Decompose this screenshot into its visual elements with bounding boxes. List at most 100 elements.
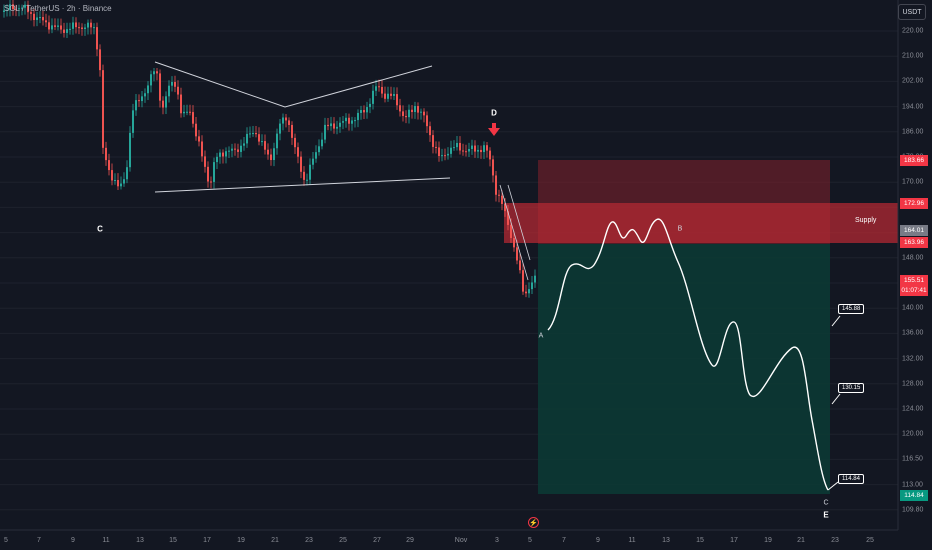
candle-body [453,147,455,149]
symbol-header[interactable]: SOL / TetherUS · 2h · Binance [4,4,112,13]
candle-body [117,180,119,187]
x-tick-label: 11 [628,537,636,544]
candle-body [213,162,215,182]
candle-body [153,71,155,75]
candle-body [282,117,284,124]
x-tick-label: 5 [4,537,8,544]
candle-body [105,147,107,161]
y-tick-label: 202.00 [902,77,924,85]
price-label-target: 114.84 [900,490,928,501]
candle-body [345,117,347,122]
candle-body [459,142,461,151]
y-tick-label: 194.00 [902,103,924,111]
candle-body [369,103,371,108]
candle-body [240,145,242,152]
x-tick-label: 27 [373,537,381,544]
candle-body [393,94,395,96]
y-tick-label: 116.50 [902,455,923,463]
candle-body [408,109,410,118]
candle-body [201,141,203,157]
candle-body [63,29,65,33]
candle-body [306,179,308,181]
candle-body [501,195,503,204]
candle-body [216,156,218,163]
candle-body [291,124,293,138]
candle-body [45,20,47,23]
candle-body [186,111,188,113]
candle-body [528,289,530,294]
candle-body [30,12,32,14]
y-tick-label: 109.80 [902,506,924,514]
candle-body [75,22,77,28]
candle-body [441,155,443,157]
candle-body [261,141,263,143]
candle-body [81,27,83,29]
candle-body [246,133,248,144]
supply-label: Supply [855,217,877,224]
candle-body [399,105,401,112]
y-tick-label: 120.00 [902,430,924,438]
candle-body [525,291,527,294]
x-tick-label: Nov [454,537,468,544]
candle-body [33,13,35,21]
supply-zone [504,203,898,243]
candle-body [231,148,233,151]
candle-body [54,25,56,27]
candle-body [315,152,317,159]
candle-body [294,137,296,148]
candle-body [405,115,407,118]
candle-body [309,164,311,180]
candle-body [108,160,110,171]
callout-target-1[interactable]: 145.88 [838,304,865,314]
callout-target-2[interactable]: 130.15 [838,383,865,393]
candle-body [348,117,350,124]
candle-body [456,142,458,148]
candle-body [87,22,89,28]
candle-body [120,183,122,187]
currency-button[interactable]: USDT [898,4,926,20]
candle-body [303,171,305,180]
lightning-icon[interactable]: ⚡ [528,517,539,528]
candle-body [222,152,224,157]
candle-body [48,22,50,30]
candle-body [114,180,116,182]
y-tick-label: 124.00 [902,405,924,413]
candle-body [531,282,533,290]
candle-body [177,86,179,95]
candle-body [513,238,515,248]
candle-body [279,123,281,134]
x-tick-label: 23 [305,537,313,544]
candle-body [141,96,143,102]
callout-target-3[interactable]: 114.84 [838,474,864,484]
candle-body [378,86,380,88]
candle-body [276,133,278,149]
candle-body [270,154,272,161]
x-tick-label: 11 [102,537,110,544]
candle-body [396,94,398,106]
candle-body [360,110,362,113]
candle-body [207,166,209,182]
candle-body [228,150,230,152]
target-zone [538,244,830,494]
candle-body [330,123,332,127]
y-tick-label: 148.00 [902,254,924,262]
x-tick-label: 5 [528,537,532,544]
callout-leader-1 [831,315,841,327]
candle-body [534,275,536,283]
candle-body [390,93,392,96]
candle-body [57,25,59,27]
candle-body [324,124,326,140]
candle-body [258,134,260,142]
candle-body [99,49,101,71]
x-tick-label: 29 [406,537,414,544]
candle-body [90,22,92,28]
candle-body [3,10,5,12]
candle-body [423,111,425,116]
candle-body [243,143,245,146]
candle-body [411,109,413,113]
candle-body [93,27,95,29]
candlesticks [3,0,536,298]
x-tick-label: 9 [596,537,600,544]
x-tick-label: 19 [237,537,245,544]
